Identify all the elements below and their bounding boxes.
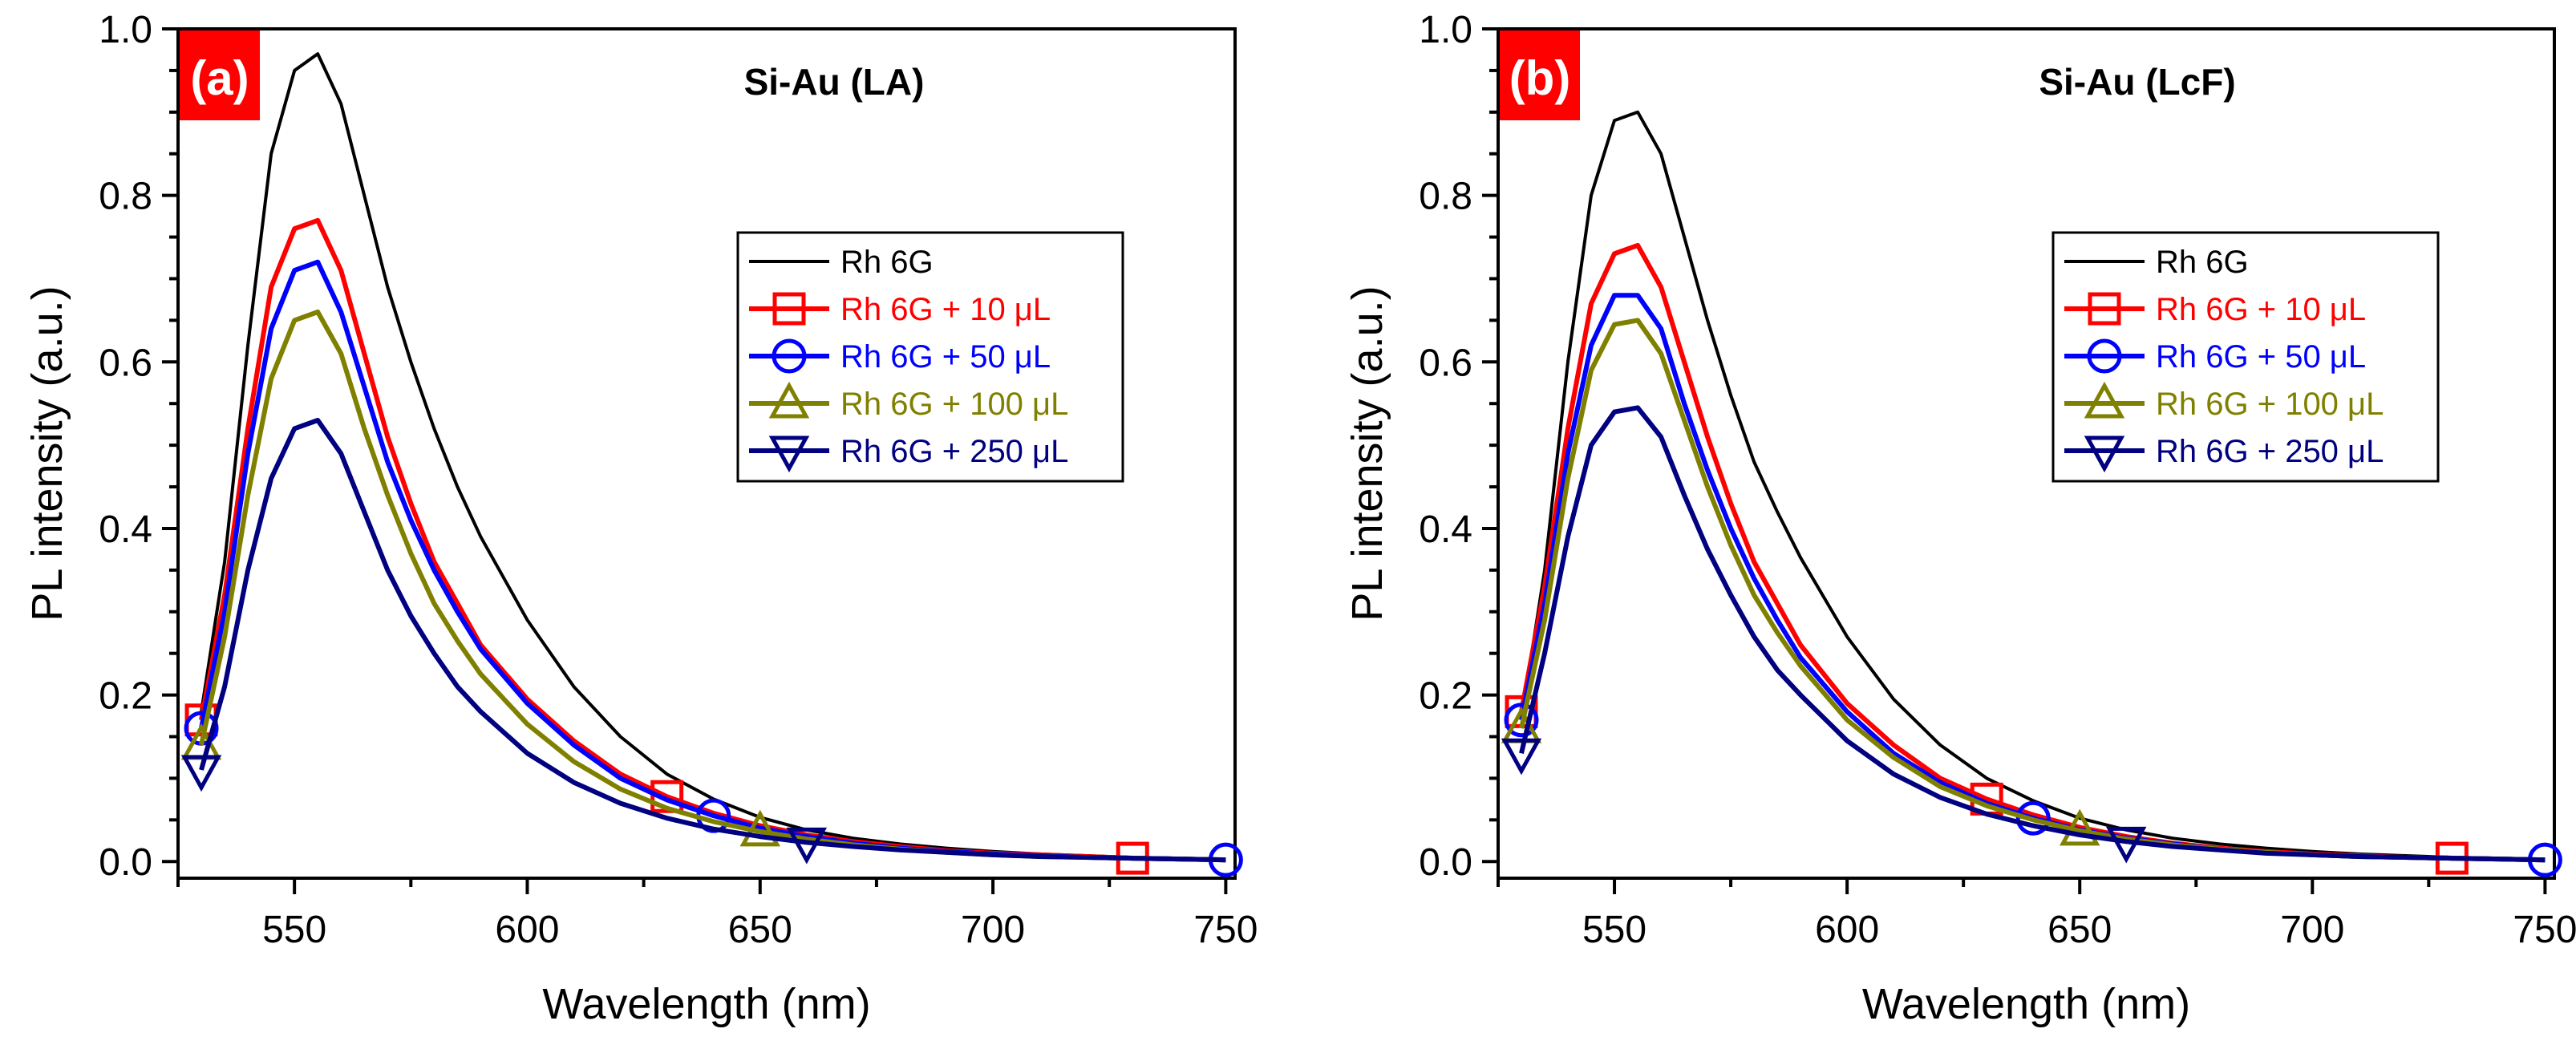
legend-marker-4 bbox=[2084, 435, 2125, 473]
series-marker-4 bbox=[180, 755, 222, 792]
plot-title: Si-Au (LcF) bbox=[2039, 61, 2235, 103]
series-line-0 bbox=[1520, 110, 2546, 861]
legend-marker-1 bbox=[2088, 292, 2121, 326]
x-axis-title: Wavelength (nm) bbox=[542, 980, 870, 1028]
plot-title: Si-Au (LA) bbox=[744, 61, 925, 103]
x-tick-label: 750 bbox=[2513, 909, 2576, 951]
series-line-4 bbox=[1519, 405, 2546, 863]
panel-label: (b) bbox=[1509, 51, 1571, 105]
y-tick-label: 0.2 bbox=[99, 675, 152, 718]
legend-label-3: Rh 6G + 100 μL bbox=[2156, 387, 2384, 422]
legend-marker-2 bbox=[2087, 338, 2122, 374]
plot-frame bbox=[176, 27, 1237, 880]
x-tick-label: 700 bbox=[2280, 909, 2344, 951]
y-axis-title: PL intensity (a.u.) bbox=[23, 286, 71, 621]
series-marker-3 bbox=[739, 809, 781, 847]
legend-label-1: Rh 6G + 10 μL bbox=[2156, 292, 2366, 327]
y-tick-label: 0.8 bbox=[1419, 176, 1472, 218]
series-group bbox=[1501, 110, 2562, 877]
legend-label-1: Rh 6G + 10 μL bbox=[840, 292, 1051, 327]
x-tick-label: 600 bbox=[495, 909, 559, 951]
panel-label: (a) bbox=[190, 51, 249, 105]
series-group bbox=[180, 52, 1243, 877]
legend: Rh 6G Rh 6G + 10 μL Rh 6G + 50 μL Rh 6G + 1… bbox=[2051, 231, 2440, 483]
panel-label-box bbox=[180, 30, 260, 120]
y-tick-label: 0.4 bbox=[1419, 508, 1472, 551]
y-axis: 0.0 0.2 0.4 0.6 0.8 1.0 PL intensity (a.u.) bbox=[1343, 9, 1498, 884]
x-tick-label: 600 bbox=[1815, 909, 1879, 951]
series-line-4 bbox=[199, 418, 1226, 863]
series-marker-2 bbox=[1504, 703, 1539, 738]
panel-label-box bbox=[1500, 30, 1580, 120]
legend-marker-3 bbox=[768, 381, 810, 419]
x-tick-label: 550 bbox=[1582, 909, 1646, 951]
y-tick-label: 1.0 bbox=[99, 9, 152, 51]
x-tick-label: 750 bbox=[1193, 909, 1258, 951]
legend-marker-2 bbox=[772, 338, 807, 374]
series-marker-2 bbox=[2015, 800, 2051, 836]
x-tick-label: 550 bbox=[262, 909, 326, 951]
legend-label-4: Rh 6G + 250 μL bbox=[2156, 434, 2384, 469]
x-axis: 550 600 650 700 750 Wavelength (nm) bbox=[1497, 878, 2576, 1028]
y-tick-label: 0.6 bbox=[99, 342, 152, 384]
legend-label-3: Rh 6G + 100 μL bbox=[840, 387, 1068, 422]
y-axis-title: PL intensity (a.u.) bbox=[1343, 286, 1391, 621]
legend-label-0: Rh 6G bbox=[840, 245, 934, 280]
legend-marker-1 bbox=[772, 292, 806, 326]
legend-label-2: Rh 6G + 50 μL bbox=[2156, 339, 2366, 375]
plot-frame bbox=[1497, 27, 2556, 880]
legend-marker-3 bbox=[2084, 381, 2125, 419]
x-tick-label: 650 bbox=[728, 909, 792, 951]
y-tick-label: 1.0 bbox=[1419, 9, 1472, 51]
series-marker-1 bbox=[650, 780, 684, 813]
legend-label-0: Rh 6G bbox=[2156, 245, 2249, 280]
x-axis: 550 600 650 700 750 Wavelength (nm) bbox=[176, 878, 1258, 1028]
y-tick-label: 0.0 bbox=[1419, 841, 1472, 884]
y-axis: 0.0 0.2 0.4 0.6 0.8 1.0 PL intensity (a.u.) bbox=[23, 9, 178, 884]
y-tick-label: 0.0 bbox=[99, 841, 152, 884]
x-tick-label: 650 bbox=[2047, 909, 2112, 951]
series-marker-4 bbox=[2105, 826, 2147, 864]
legend-label-4: Rh 6G + 250 μL bbox=[840, 434, 1068, 469]
series-marker-4 bbox=[786, 827, 828, 865]
series-marker-4 bbox=[1501, 738, 1542, 776]
y-tick-label: 0.8 bbox=[99, 176, 152, 218]
y-tick-label: 0.4 bbox=[99, 508, 152, 551]
legend-marker-4 bbox=[768, 435, 810, 473]
x-tick-label: 700 bbox=[961, 909, 1025, 951]
legend: Rh 6G Rh 6G + 10 μL Rh 6G + 50 μL Rh 6G + 1… bbox=[736, 231, 1124, 483]
y-tick-label: 0.2 bbox=[1419, 675, 1472, 718]
x-axis-title: Wavelength (nm) bbox=[1862, 980, 2190, 1028]
series-marker-3 bbox=[2059, 808, 2100, 846]
legend-label-2: Rh 6G + 50 μL bbox=[840, 339, 1051, 375]
y-tick-label: 0.6 bbox=[1419, 342, 1472, 384]
